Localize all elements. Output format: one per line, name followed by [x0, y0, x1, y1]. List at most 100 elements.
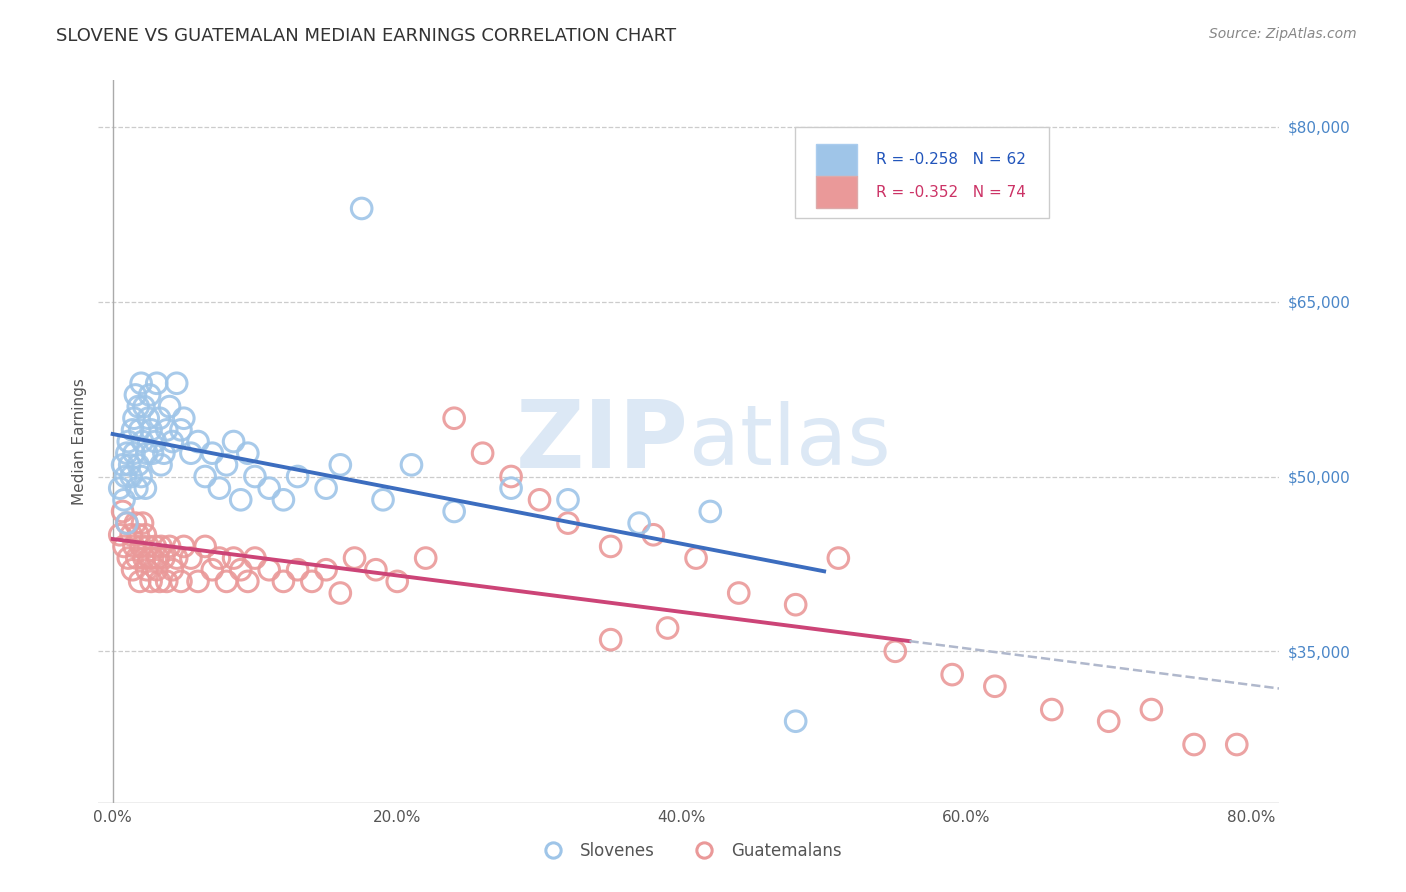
Point: [129, 540, 152, 554]
Point: [201, 563, 224, 577]
Point: [166, 551, 188, 566]
Point: [143, 434, 166, 449]
Point: [557, 516, 579, 530]
Point: [132, 400, 155, 414]
Point: [127, 400, 149, 414]
Point: [984, 679, 1007, 693]
Point: [215, 574, 238, 589]
Point: [222, 551, 245, 566]
Point: [127, 528, 149, 542]
Point: [150, 458, 173, 472]
Point: [315, 481, 337, 495]
Point: [201, 446, 224, 460]
Point: [229, 563, 252, 577]
Point: [222, 434, 245, 449]
Point: [187, 574, 209, 589]
Legend: Slovenes, Guatemalans: Slovenes, Guatemalans: [530, 836, 848, 867]
Point: [257, 563, 280, 577]
Point: [287, 563, 309, 577]
Text: R = -0.352   N = 74: R = -0.352 N = 74: [876, 185, 1025, 200]
Point: [120, 528, 142, 542]
Point: [159, 540, 181, 554]
Point: [125, 481, 148, 495]
Point: [499, 469, 522, 483]
Point: [153, 446, 176, 460]
Point: [122, 411, 145, 425]
Point: [170, 574, 193, 589]
Point: [156, 574, 179, 589]
Point: [159, 400, 181, 414]
Point: [1098, 714, 1121, 729]
Point: [128, 423, 150, 437]
Point: [143, 540, 166, 554]
Point: [111, 504, 134, 518]
Point: [127, 458, 149, 472]
Point: [415, 551, 437, 566]
Point: [131, 516, 153, 530]
Point: [243, 551, 266, 566]
Point: [401, 458, 423, 472]
Point: [153, 551, 176, 566]
Point: [139, 423, 162, 437]
Point: [827, 551, 849, 566]
Point: [387, 574, 409, 589]
FancyBboxPatch shape: [817, 144, 856, 176]
Point: [112, 492, 135, 507]
Point: [114, 469, 136, 483]
Point: [121, 423, 143, 437]
Point: [557, 492, 579, 507]
Point: [599, 540, 621, 554]
Text: Source: ZipAtlas.com: Source: ZipAtlas.com: [1209, 27, 1357, 41]
Point: [162, 563, 184, 577]
Point: [141, 551, 163, 566]
Point: [628, 516, 651, 530]
Point: [273, 492, 295, 507]
Point: [371, 492, 394, 507]
Point: [129, 469, 152, 483]
Point: [149, 574, 172, 589]
Point: [499, 481, 522, 495]
Point: [108, 528, 131, 542]
Point: [115, 446, 138, 460]
Point: [141, 446, 163, 460]
Point: [122, 540, 145, 554]
Point: [135, 563, 157, 577]
Point: [173, 540, 195, 554]
Point: [187, 434, 209, 449]
Point: [243, 469, 266, 483]
Point: [657, 621, 679, 635]
Text: R = -0.258   N = 62: R = -0.258 N = 62: [876, 153, 1025, 168]
Point: [134, 481, 156, 495]
Point: [132, 551, 155, 566]
Point: [135, 446, 157, 460]
Point: [124, 516, 146, 530]
Point: [134, 528, 156, 542]
Point: [208, 551, 231, 566]
Point: [128, 574, 150, 589]
Point: [150, 540, 173, 554]
Point: [131, 434, 153, 449]
Text: atlas: atlas: [689, 401, 890, 482]
Point: [343, 551, 366, 566]
Point: [115, 516, 138, 530]
Point: [194, 469, 217, 483]
Point: [145, 376, 167, 391]
Point: [236, 574, 259, 589]
Y-axis label: Median Earnings: Median Earnings: [72, 378, 87, 505]
Point: [1040, 702, 1063, 716]
Point: [166, 376, 188, 391]
Point: [180, 551, 202, 566]
Point: [643, 528, 665, 542]
Point: [329, 586, 352, 600]
Point: [208, 481, 231, 495]
Point: [180, 446, 202, 460]
Point: [139, 574, 162, 589]
Point: [156, 423, 179, 437]
Point: [785, 714, 807, 729]
Point: [117, 551, 139, 566]
Point: [149, 411, 172, 425]
Point: [443, 504, 465, 518]
Point: [170, 423, 193, 437]
Point: [315, 563, 337, 577]
Point: [699, 504, 721, 518]
